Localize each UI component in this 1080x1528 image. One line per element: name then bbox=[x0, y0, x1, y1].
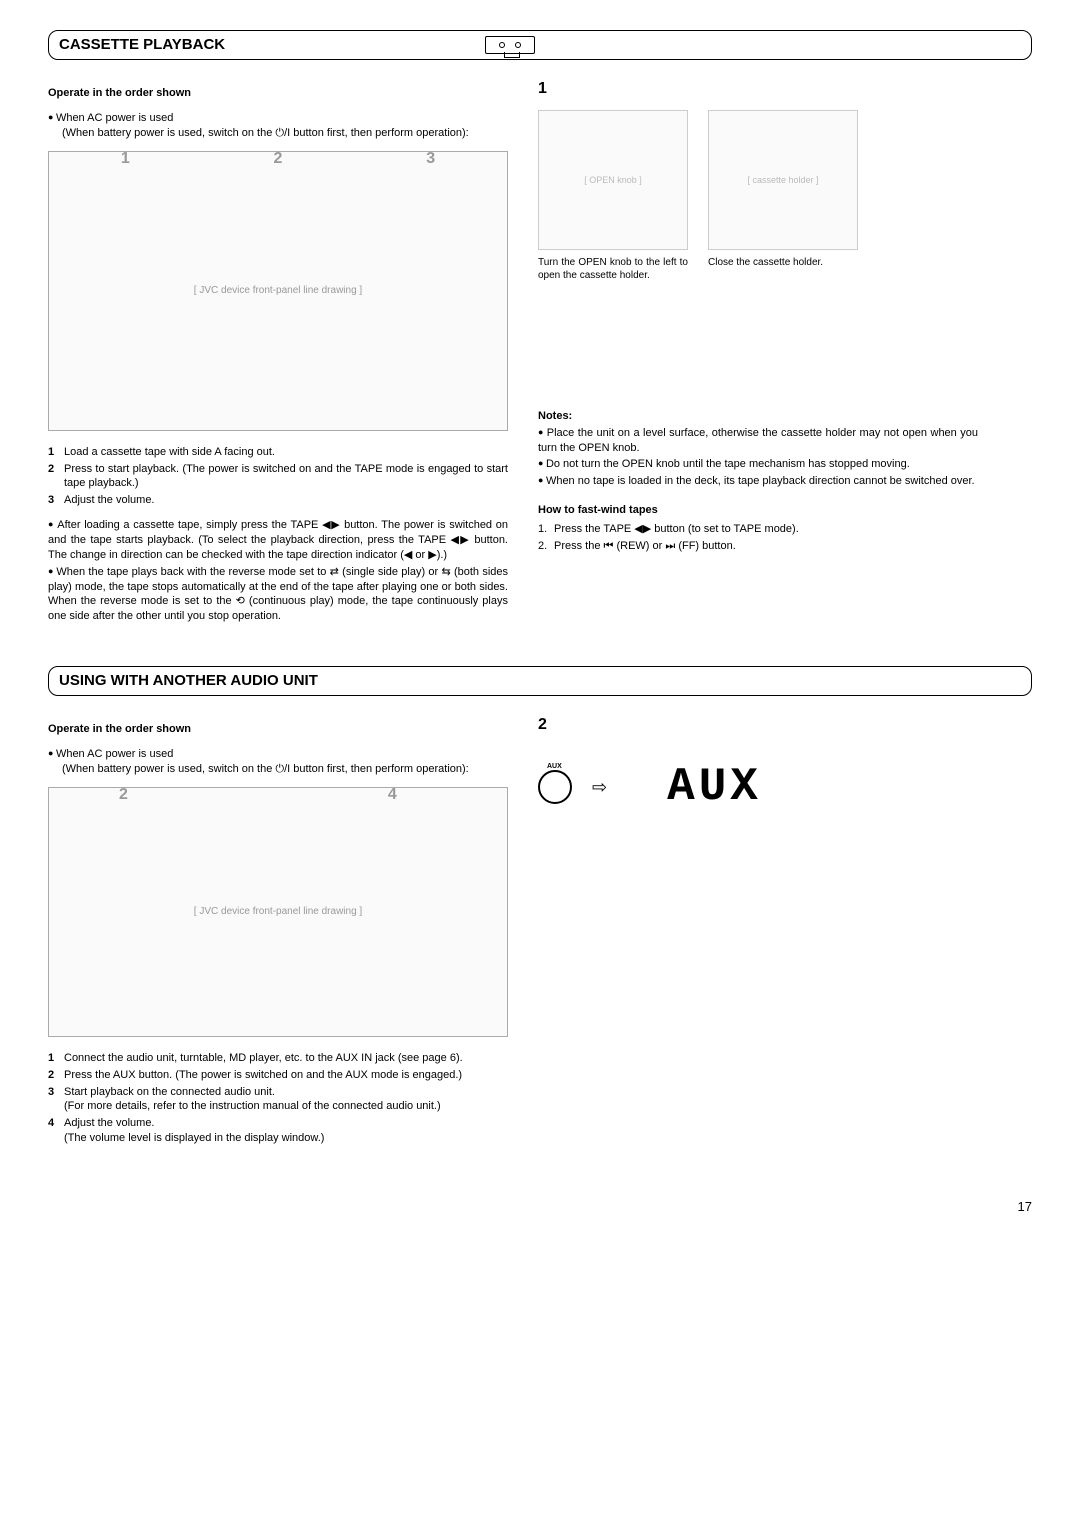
aux-button-icon: AUX bbox=[538, 770, 572, 804]
left-column: Operate in the order shown When AC power… bbox=[48, 78, 508, 626]
step-item: 3Adjust the volume. bbox=[48, 493, 508, 508]
step-item: 1Load a cassette tape with side A facing… bbox=[48, 445, 508, 460]
right-step-number: 1 bbox=[538, 78, 978, 100]
step-item: 2Press to start playback. (The power is … bbox=[48, 462, 508, 492]
diagram-callout-num: 3 bbox=[426, 148, 435, 170]
ac-line: When AC power is used bbox=[56, 112, 173, 124]
section-header-aux: USING WITH ANOTHER AUDIO UNIT bbox=[48, 666, 1032, 696]
ac-power-note: When AC power is used (When battery powe… bbox=[48, 747, 508, 777]
aux-display-text: AUX bbox=[667, 756, 762, 818]
fastwind-list: 1.Press the TAPE ◀▶ button (to set to TA… bbox=[538, 522, 978, 554]
note-item: Place the unit on a level surface, other… bbox=[538, 426, 978, 456]
section-header-cassette: CASSETTE PLAYBACK bbox=[48, 30, 1032, 60]
cassette-icon bbox=[485, 36, 535, 54]
notes-list: Place the unit on a level surface, other… bbox=[538, 426, 978, 489]
cassette-close-diagram: [ cassette holder ] bbox=[708, 110, 858, 250]
cassette-reel-icon bbox=[499, 42, 505, 48]
open-knob-diagram: [ OPEN knob ] bbox=[538, 110, 688, 250]
note-item: Do not turn the OPEN knob until the tape… bbox=[538, 457, 978, 472]
fastwind-step: 2.Press the ⏮ (REW) or ⏭ (FF) button. bbox=[538, 539, 978, 554]
fastwind-step: 1.Press the TAPE ◀▶ button (to set to TA… bbox=[538, 522, 978, 537]
ac-power-note: When AC power is used (When battery powe… bbox=[48, 111, 508, 141]
arrow-right-icon: ⇨ bbox=[592, 775, 607, 799]
note-item: When no tape is loaded in the deck, its … bbox=[538, 474, 978, 489]
step-item: 2Press the AUX button. (The power is swi… bbox=[48, 1068, 508, 1083]
aux-illustration: AUX ⇨ AUX bbox=[538, 756, 978, 818]
info-bullet-list: After loading a cassette tape, simply pr… bbox=[48, 518, 508, 624]
step-item: 4 Adjust the volume. (The volume level i… bbox=[48, 1116, 508, 1146]
ac-line: When AC power is used bbox=[56, 748, 173, 760]
operate-heading: Operate in the order shown bbox=[48, 86, 508, 101]
notes-heading: Notes: bbox=[538, 409, 978, 424]
step-item: 3 Start playback on the connected audio … bbox=[48, 1085, 508, 1115]
right-step-number: 2 bbox=[538, 714, 978, 736]
diagram-callout-num: 4 bbox=[388, 784, 397, 806]
info-bullet: After loading a cassette tape, simply pr… bbox=[48, 518, 508, 563]
ac-subline: (When battery power is used, switch on t… bbox=[48, 762, 508, 777]
device-diagram: 1 2 3 [ JVC device front-panel line draw… bbox=[48, 151, 508, 431]
diagram-callout-num: 2 bbox=[274, 148, 283, 170]
left-column: Operate in the order shown When AC power… bbox=[48, 714, 508, 1148]
step-item: 1Connect the audio unit, turntable, MD p… bbox=[48, 1051, 508, 1066]
open-knob-caption: Turn the OPEN knob to the left to open t… bbox=[538, 256, 688, 283]
fastwind-heading: How to fast-wind tapes bbox=[538, 503, 978, 518]
operate-heading: Operate in the order shown bbox=[48, 722, 508, 737]
diagram-callout-num: 2 bbox=[119, 784, 128, 806]
step-list: 1Load a cassette tape with side A facing… bbox=[48, 445, 508, 508]
close-holder-caption: Close the cassette holder. bbox=[708, 256, 858, 270]
right-column: 2 AUX ⇨ AUX bbox=[538, 714, 978, 1148]
aux-button-label: AUX bbox=[547, 762, 562, 771]
ac-subline: (When battery power is used, switch on t… bbox=[48, 126, 508, 141]
cassette-reel-icon bbox=[515, 42, 521, 48]
page-number: 17 bbox=[48, 1198, 1032, 1216]
section-title: CASSETTE PLAYBACK bbox=[59, 35, 225, 55]
info-bullet: When the tape plays back with the revers… bbox=[48, 565, 508, 624]
right-column: 1 [ OPEN knob ] Turn the OPEN knob to th… bbox=[538, 78, 978, 626]
section-title: USING WITH ANOTHER AUDIO UNIT bbox=[59, 671, 318, 691]
diagram-callout-num: 1 bbox=[121, 148, 130, 170]
step-list: 1Connect the audio unit, turntable, MD p… bbox=[48, 1051, 508, 1146]
device-diagram: 2 4 [ JVC device front-panel line drawin… bbox=[48, 787, 508, 1037]
